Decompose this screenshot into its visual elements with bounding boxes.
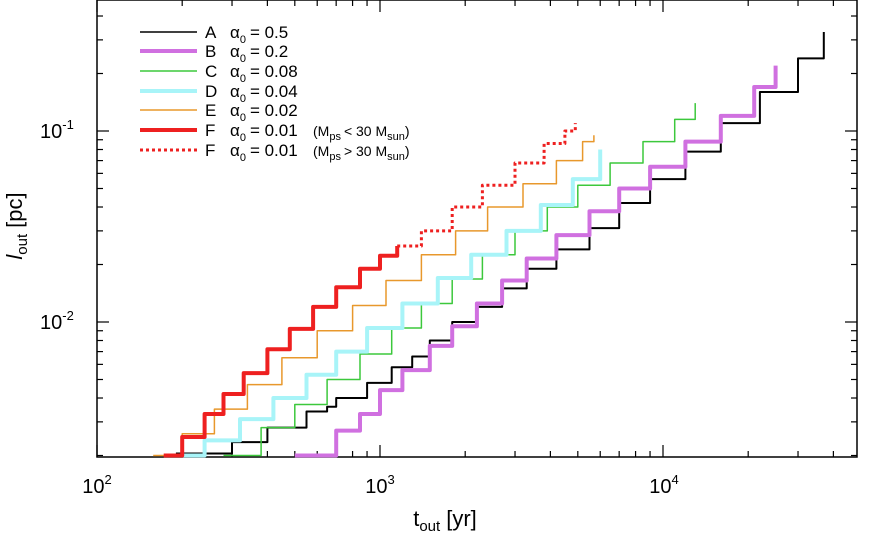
series-line-f: [163, 246, 400, 458]
legend-letter-b: B: [205, 42, 216, 61]
y-axis-title: lout[pc]: [2, 192, 31, 259]
plot-frame: [96, 0, 858, 458]
legend-alpha-b: α0 = 0.2: [230, 42, 288, 65]
legend-note-f-dotted: (Mps > 30 Msun): [313, 143, 410, 163]
legend-alpha-f-dotted: α0 = 0.01: [230, 141, 298, 164]
x-axis-title: tout [yr]: [413, 506, 477, 533]
x-tick-label-100: 102: [82, 472, 111, 498]
x-tick-label-10000: 104: [649, 472, 678, 498]
legend-alpha-c: α0 = 0.08: [230, 62, 298, 85]
legend-letter-c: C: [205, 62, 217, 81]
legend-entry-d: D α0 = 0.04: [140, 82, 298, 105]
legend-letter-f-solid: F: [205, 121, 215, 140]
y-tick-label-0.1: 10-1: [40, 117, 74, 143]
legend-alpha-d: α0 = 0.04: [230, 82, 298, 105]
legend-entry-a: A α0 = 0.5: [140, 23, 288, 46]
series-line-b: [294, 65, 778, 458]
legend-alpha-e: α0 = 0.02: [230, 101, 298, 124]
legend-letter-d: D: [205, 82, 217, 101]
y-tick-label-0.01: 10-2: [40, 308, 74, 334]
series-line-c: [223, 103, 696, 457]
legend-entry-c: C α0 = 0.08: [140, 62, 298, 85]
series-line-e: [153, 135, 595, 457]
legend-entry-f-dotted: F α0 = 0.01 (Mps > 30 Msun): [140, 141, 410, 164]
legend-alpha-f-solid: α0 = 0.01: [230, 121, 298, 144]
legend-entry-e: E α0 = 0.02: [140, 101, 298, 124]
legend-note-f-solid: (Mps < 30 Msun): [313, 123, 410, 143]
legend-alpha-a: α0 = 0.5: [230, 23, 288, 46]
legend-entry-b: B α0 = 0.2: [140, 42, 288, 65]
series-line-f-dotted: [397, 123, 577, 248]
series-layer: [153, 32, 825, 458]
series-line-d: [172, 149, 603, 458]
legend-letter-f-dotted: F: [205, 141, 215, 160]
legend-entry-f-solid: F α0 = 0.01 (Mps < 30 Msun): [140, 121, 410, 144]
legend: A α0 = 0.5 B α0 = 0.2 C α0 = 0.08 D α0 = 0.0…: [140, 23, 410, 164]
legend-letter-a: A: [205, 23, 217, 42]
x-tick-label-1000: 103: [365, 472, 394, 498]
legend-letter-e: E: [205, 101, 216, 120]
